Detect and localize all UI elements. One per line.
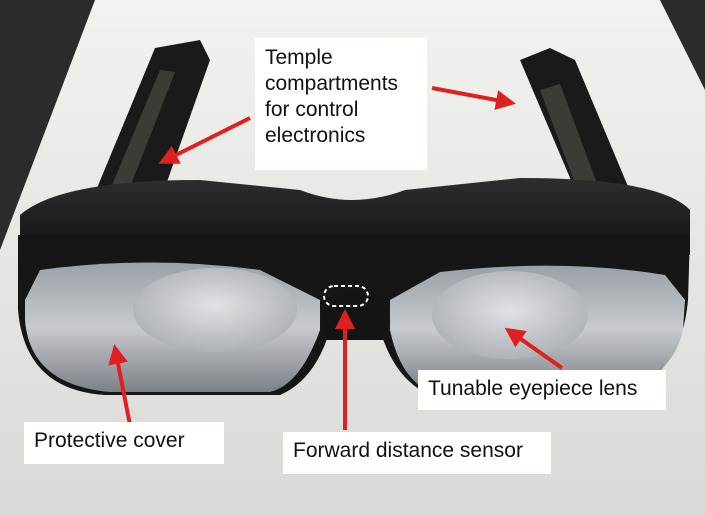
tunable-eyepiece-lens-label: Tunable eyepiece lens <box>418 370 666 410</box>
forward-distance-sensor-outline <box>323 285 369 307</box>
nose-bridge <box>320 292 390 340</box>
left-lens <box>133 268 297 352</box>
protective-cover-label: Protective cover <box>24 422 224 464</box>
temple-compartments-label: Temple compartments for control electron… <box>255 38 427 170</box>
right-temple-electronics <box>540 84 605 210</box>
arrow-left-temple <box>158 116 251 164</box>
arrow-right-temple <box>431 86 516 110</box>
left-temple-electronics <box>110 70 175 200</box>
annotation-arrows <box>108 86 564 430</box>
arrow-lens <box>504 327 564 370</box>
arrow-cover <box>108 344 132 426</box>
right-eyepiece-lens <box>432 271 588 359</box>
forward-distance-sensor-label: Forward distance sensor <box>283 432 551 474</box>
